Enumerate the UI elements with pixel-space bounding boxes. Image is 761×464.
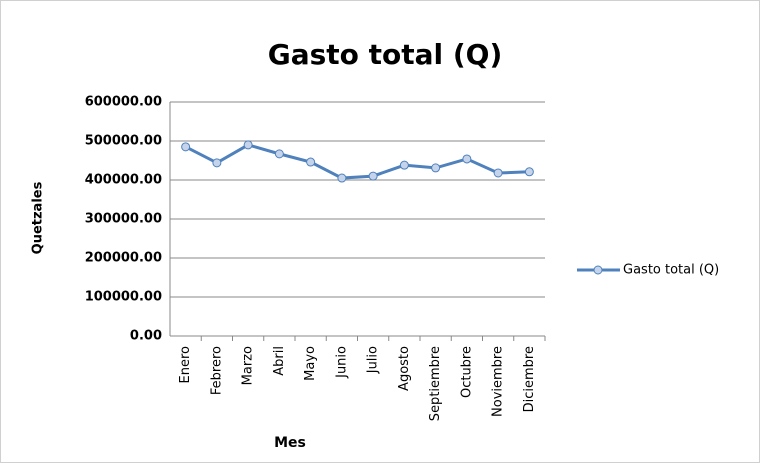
marker — [181, 142, 191, 152]
marker — [368, 171, 378, 181]
marker — [212, 158, 222, 168]
x-tick-label: Diciembre — [522, 346, 537, 412]
chart-title: Gasto total (Q) — [268, 38, 503, 71]
y-tick-label: 100000.00 — [85, 290, 162, 305]
y-tick-label: 500000.00 — [85, 134, 162, 149]
x-tick-label: Enero — [178, 346, 193, 384]
marker — [462, 154, 472, 164]
y-tick-label: 300000.00 — [85, 212, 162, 227]
x-tick-label: Noviembre — [491, 346, 506, 417]
y-tick-label: 600000.00 — [85, 95, 162, 110]
y-tick-label: 0.00 — [130, 329, 162, 344]
marker — [337, 173, 347, 183]
x-tick-label: Octubre — [459, 346, 474, 398]
marker — [243, 140, 253, 150]
legend-label: Gasto total (Q) — [623, 263, 719, 278]
x-tick-label: Julio — [366, 346, 381, 374]
marker — [306, 157, 316, 167]
x-tick-label: Marzo — [241, 346, 256, 385]
x-tick-label: Mayo — [303, 346, 318, 381]
x-tick-label: Agosto — [397, 346, 412, 391]
x-tick-label: Septiembre — [428, 346, 443, 421]
marker — [493, 168, 503, 178]
x-tick-label: Abril — [272, 346, 287, 376]
marker — [399, 160, 409, 170]
x-tick-label: Febrero — [209, 346, 224, 395]
y-axis-title: Quetzales — [31, 181, 46, 254]
marker — [274, 149, 284, 159]
y-tick-label: 400000.00 — [85, 173, 162, 188]
marker — [431, 163, 441, 173]
legend-marker — [593, 265, 603, 275]
x-axis-title: Mes — [274, 435, 306, 451]
marker — [524, 167, 534, 177]
y-tick-label: 200000.00 — [85, 251, 162, 266]
line — [184, 143, 530, 180]
x-tick-label: Junio — [334, 346, 349, 379]
